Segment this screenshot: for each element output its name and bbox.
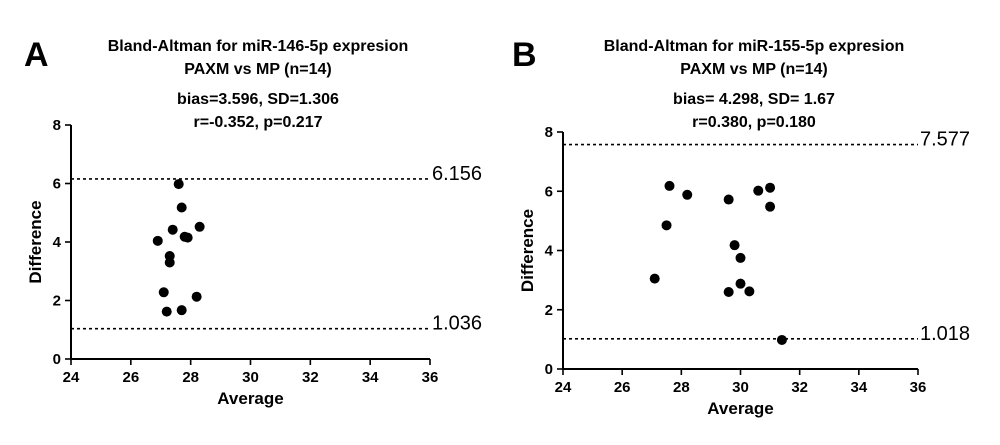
y-axis-label: Difference: [518, 209, 537, 292]
y-tick-label: 8: [545, 124, 553, 141]
x-tick-label: 26: [614, 379, 631, 396]
x-tick-label: 30: [732, 379, 749, 396]
x-tick-label: 32: [791, 379, 808, 396]
y-tick-label: 0: [53, 351, 61, 368]
data-point: [176, 305, 187, 316]
data-point: [191, 291, 202, 302]
y-tick-label: 2: [53, 293, 61, 310]
y-tick-label: 6: [545, 183, 553, 200]
panel-letter: B: [512, 36, 537, 74]
y-tick-label: 0: [545, 361, 553, 378]
data-point: [744, 286, 755, 297]
x-tick-label: 24: [555, 379, 572, 396]
x-tick-label: 28: [673, 379, 690, 396]
chart-title: Bland-Altman for miR-155-5p expresion: [604, 38, 905, 55]
chart-panel-b: B Bland-Altman for miR-155-5p expresion PA…: [512, 36, 970, 418]
y-tick-label: 2: [545, 302, 553, 319]
data-point: [776, 334, 787, 345]
data-point: [729, 240, 740, 251]
x-tick-label: 34: [850, 379, 867, 396]
y-tick-label: 4: [53, 234, 62, 251]
data-point: [735, 252, 746, 263]
data-point: [173, 179, 184, 190]
x-tick-label: 36: [910, 379, 927, 396]
x-tick-label: 28: [182, 369, 199, 386]
data-point: [753, 185, 764, 196]
limit-of-agreement-label: 1.018: [920, 323, 970, 345]
chart-subtitle: PAXM vs MP (n=14): [680, 61, 827, 78]
x-axis-label: Average: [217, 389, 283, 408]
x-tick-label: 36: [422, 369, 439, 386]
stats-r-p: r=-0.352, p=0.217: [194, 114, 323, 131]
data-point: [735, 278, 746, 289]
y-tick-label: 8: [53, 117, 61, 134]
x-tick-label: 34: [362, 369, 379, 386]
x-tick-label: 26: [122, 369, 139, 386]
x-tick-label: 30: [242, 369, 259, 386]
y-axis-label: Difference: [26, 200, 45, 283]
data-point: [765, 201, 776, 212]
x-tick-label: 24: [63, 369, 80, 386]
x-axis-label: Average: [707, 399, 773, 418]
data-point: [182, 232, 193, 243]
y-tick-label: 4: [545, 243, 554, 260]
limit-of-agreement-label: 7.577: [920, 129, 970, 151]
stats-r-p: r=0.380, p=0.180: [692, 114, 816, 131]
data-point: [664, 180, 675, 191]
limit-of-agreement-label: 1.036: [432, 313, 482, 335]
stats-bias-sd: bias= 4.298, SD= 1.67: [673, 91, 835, 108]
y-tick-label: 6: [53, 176, 61, 193]
data-point: [194, 221, 205, 232]
data-point: [661, 220, 672, 231]
data-point: [167, 224, 178, 235]
stats-bias-sd: bias=3.596, SD=1.306: [177, 91, 339, 108]
data-point: [682, 189, 693, 200]
chart-title: Bland-Altman for miR-146-5p expresion: [108, 38, 409, 55]
data-point: [649, 273, 660, 284]
x-tick-label: 32: [302, 369, 319, 386]
data-point: [765, 182, 776, 193]
data-point: [176, 202, 187, 213]
data-point: [158, 287, 169, 298]
limit-of-agreement-label: 6.156: [432, 163, 482, 185]
panel-letter: A: [24, 36, 49, 74]
data-point: [161, 306, 172, 317]
data-point: [723, 286, 734, 297]
data-point: [152, 235, 163, 246]
data-point: [723, 194, 734, 205]
chart-panel-a: A Bland-Altman for miR-146-5p expresion PA…: [24, 36, 482, 408]
data-point: [164, 257, 175, 268]
chart-subtitle: PAXM vs MP (n=14): [184, 61, 331, 78]
